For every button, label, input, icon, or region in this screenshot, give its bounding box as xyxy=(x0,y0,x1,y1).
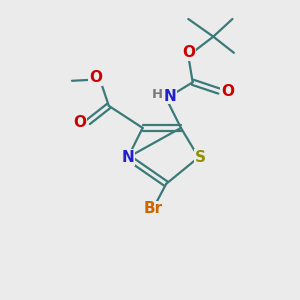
Text: S: S xyxy=(195,150,206,165)
Text: Br: Br xyxy=(143,201,163,216)
Text: H: H xyxy=(152,88,163,101)
Text: O: O xyxy=(74,115,86,130)
Text: N: N xyxy=(122,150,134,165)
Text: O: O xyxy=(182,45,195,60)
Text: O: O xyxy=(221,84,234,99)
Text: N: N xyxy=(164,88,176,104)
Text: O: O xyxy=(89,70,102,86)
